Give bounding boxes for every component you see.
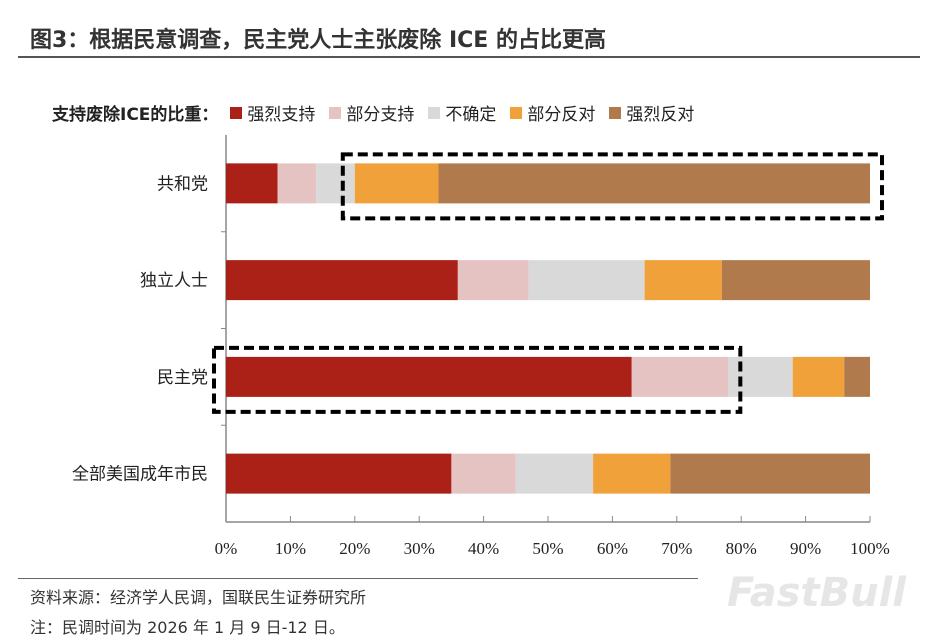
footer-rule	[18, 578, 698, 579]
x-tick-label: 100%	[850, 539, 890, 558]
x-tick-label: 0%	[215, 539, 238, 558]
bar-segment	[226, 453, 452, 494]
bar-segment	[728, 356, 793, 397]
source-text: 资料来源：经济学人民调，国联民生证券研究所	[30, 588, 367, 607]
legend-item: 部分支持	[329, 100, 414, 125]
x-tick-label: 50%	[532, 539, 563, 558]
bar-segment	[670, 453, 870, 494]
highlight-box	[212, 345, 743, 414]
bar-segment	[316, 163, 355, 204]
legend-label: 不确定	[445, 105, 497, 125]
note-text: 注：民调时间为 2026 年 1 月 9 日-12 日。	[30, 618, 345, 637]
legend-label: 强烈支持	[247, 105, 316, 125]
category-label: 民主党	[157, 368, 208, 388]
bar-segment	[515, 453, 594, 494]
bar-segment	[277, 163, 317, 204]
bar-segment	[226, 260, 458, 301]
bar-segment	[631, 356, 729, 397]
legend-title: 支持废除ICE的比重：	[52, 105, 219, 125]
x-tick-label: 10%	[275, 539, 306, 558]
x-tick-label: 90%	[790, 539, 821, 558]
watermark-logo: FastBull	[726, 570, 906, 616]
legend-label: 强烈反对	[626, 105, 695, 125]
legend-swatch	[510, 106, 523, 119]
bar-segment	[721, 260, 870, 301]
highlight-box	[340, 152, 884, 221]
x-tick-label: 70%	[661, 539, 692, 558]
legend: 支持废除ICE的比重： 强烈支持 部分支持 不确定 部分反对 强烈反对	[52, 100, 708, 125]
legend-swatch	[609, 106, 622, 119]
bar-segment	[644, 260, 722, 301]
x-tick-label: 40%	[468, 539, 499, 558]
bar-segment	[226, 356, 632, 397]
title-rule	[18, 56, 920, 58]
legend-item: 部分反对	[510, 100, 595, 125]
bar-segment	[226, 163, 278, 204]
chart-title: 图3：根据民意调查，民主党人士主张废除 ICE 的占比更高	[30, 28, 606, 53]
bar-segment	[451, 453, 516, 494]
legend-swatch	[329, 106, 342, 119]
category-label: 全部美国成年市民	[72, 465, 208, 485]
x-tick-label: 20%	[339, 539, 370, 558]
legend-swatch	[428, 106, 441, 119]
x-tick-label: 80%	[726, 539, 757, 558]
bar-segment	[457, 260, 529, 301]
legend-label: 部分反对	[527, 105, 596, 125]
category-label: 独立人士	[140, 271, 208, 291]
bar-segment	[354, 163, 439, 204]
category-label: 共和党	[157, 174, 208, 194]
bar-segment	[792, 356, 845, 397]
legend-item: 不确定	[428, 100, 496, 125]
bar-segment	[438, 163, 870, 204]
bar-segment	[593, 453, 671, 494]
legend-item: 强烈反对	[609, 100, 694, 125]
bar-segment	[844, 356, 870, 397]
x-tick-label: 30%	[404, 539, 435, 558]
x-tick-label: 60%	[597, 539, 628, 558]
legend-swatch	[230, 106, 243, 119]
legend-item: 强烈支持	[230, 100, 315, 125]
bar-segment	[528, 260, 645, 301]
legend-label: 部分支持	[346, 105, 415, 125]
